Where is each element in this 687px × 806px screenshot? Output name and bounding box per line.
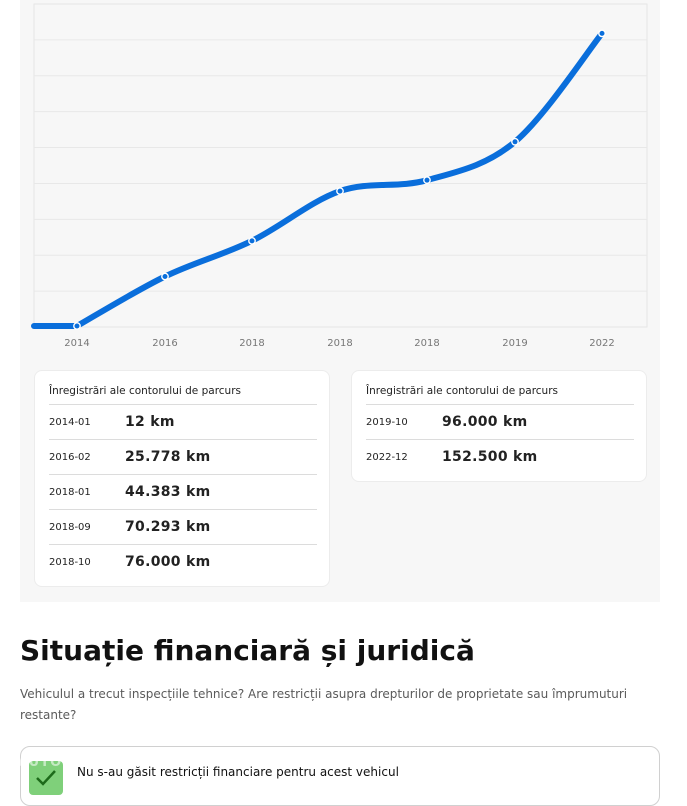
row-date: 2014-01: [49, 416, 91, 428]
card-title: Înregistrări ale contorului de parcurs: [49, 385, 241, 397]
odometer-card-1: Înregistrări ale contorului de parcurs 2…: [34, 370, 330, 587]
data-point: [598, 29, 606, 38]
watermark-logo: AUTOVIT.RO: [18, 751, 128, 775]
row-date: 2016-02: [49, 451, 91, 463]
x-tick-label: 2018: [327, 338, 352, 349]
table-row: 2016-02 25.778 km: [49, 439, 317, 474]
row-date: 2018-01: [49, 486, 91, 498]
x-tick-label: 2018: [414, 338, 439, 349]
row-km: 44.383 km: [125, 484, 211, 500]
x-tick-label: 2014: [64, 338, 89, 349]
table-row: 2014-01 12 km: [49, 404, 317, 439]
row-date: 2022-12: [366, 451, 408, 463]
data-point: [161, 272, 169, 281]
x-tick-label: 2018: [239, 338, 264, 349]
row-km: 70.293 km: [125, 519, 211, 535]
table-row: 2018-10 76.000 km: [49, 544, 317, 579]
plot-area: [33, 3, 648, 328]
odometer-panel: 2014 2016 2018 2018 2018 2019 2022 Înregistrăr…: [20, 0, 660, 602]
row-km: 96.000 km: [442, 414, 528, 430]
data-point: [73, 322, 81, 330]
section-title: Situație financiară și juridică: [20, 634, 475, 667]
data-point: [248, 236, 256, 245]
row-km: 76.000 km: [125, 554, 211, 570]
odometer-chart: 2014 2016 2018 2018 2018 2019 2022: [31, 3, 648, 349]
odometer-card-2: Înregistrări ale contorului de parcurs 2…: [351, 370, 647, 482]
table-row: 2018-09 70.293 km: [49, 509, 317, 544]
data-point: [423, 176, 431, 185]
row-date: 2018-10: [49, 556, 91, 568]
section-description: Vehiculul a trecut inspecțiile tehnice? …: [20, 687, 628, 722]
svg-text:AUTOVIT.RO: AUTOVIT.RO: [18, 755, 116, 770]
table-row: 2019-10 96.000 km: [366, 404, 634, 439]
card-title: Înregistrări ale contorului de parcurs: [366, 385, 558, 397]
row-date: 2019-10: [366, 416, 408, 428]
row-km: 152.500 km: [442, 449, 538, 465]
table-row: 2022-12 152.500 km: [366, 439, 634, 474]
row-date: 2018-09: [49, 521, 91, 533]
row-km: 25.778 km: [125, 449, 211, 465]
data-point: [511, 137, 519, 146]
x-tick-label: 2016: [152, 338, 177, 349]
table-row: 2018-01 44.383 km: [49, 474, 317, 509]
x-tick-label: 2019: [502, 338, 527, 349]
x-tick-label: 2022: [589, 338, 614, 349]
row-km: 12 km: [125, 414, 175, 430]
data-point: [336, 187, 344, 196]
